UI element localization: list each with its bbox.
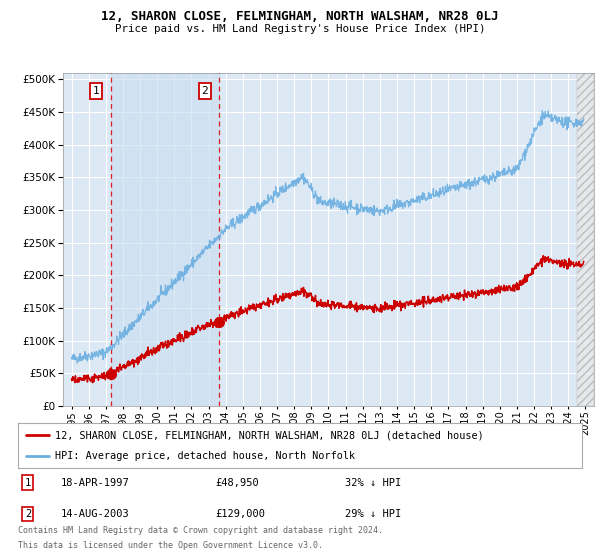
Text: 1: 1 (93, 86, 100, 96)
Bar (577, 73, 594, 406)
Text: Contains HM Land Registry data © Crown copyright and database right 2024.: Contains HM Land Registry data © Crown c… (18, 526, 383, 535)
Text: 1: 1 (25, 478, 31, 488)
Text: 14-AUG-2003: 14-AUG-2003 (60, 509, 129, 519)
Text: 2: 2 (201, 86, 208, 96)
Text: 12, SHARON CLOSE, FELMINGHAM, NORTH WALSHAM, NR28 0LJ: 12, SHARON CLOSE, FELMINGHAM, NORTH WALS… (101, 10, 499, 23)
Text: 32% ↓ HPI: 32% ↓ HPI (345, 478, 401, 488)
Text: HPI: Average price, detached house, North Norfolk: HPI: Average price, detached house, Nort… (55, 451, 355, 461)
Text: 29% ↓ HPI: 29% ↓ HPI (345, 509, 401, 519)
Text: 12, SHARON CLOSE, FELMINGHAM, NORTH WALSHAM, NR28 0LJ (detached house): 12, SHARON CLOSE, FELMINGHAM, NORTH WALS… (55, 430, 484, 440)
Text: 18-APR-1997: 18-APR-1997 (60, 478, 129, 488)
Text: Price paid vs. HM Land Registry's House Price Index (HPI): Price paid vs. HM Land Registry's House … (115, 24, 485, 34)
Text: £129,000: £129,000 (215, 509, 265, 519)
Text: This data is licensed under the Open Government Licence v3.0.: This data is licensed under the Open Gov… (18, 541, 323, 550)
Text: £48,950: £48,950 (215, 478, 259, 488)
Text: 2: 2 (25, 509, 31, 519)
Bar (111, 73, 219, 406)
